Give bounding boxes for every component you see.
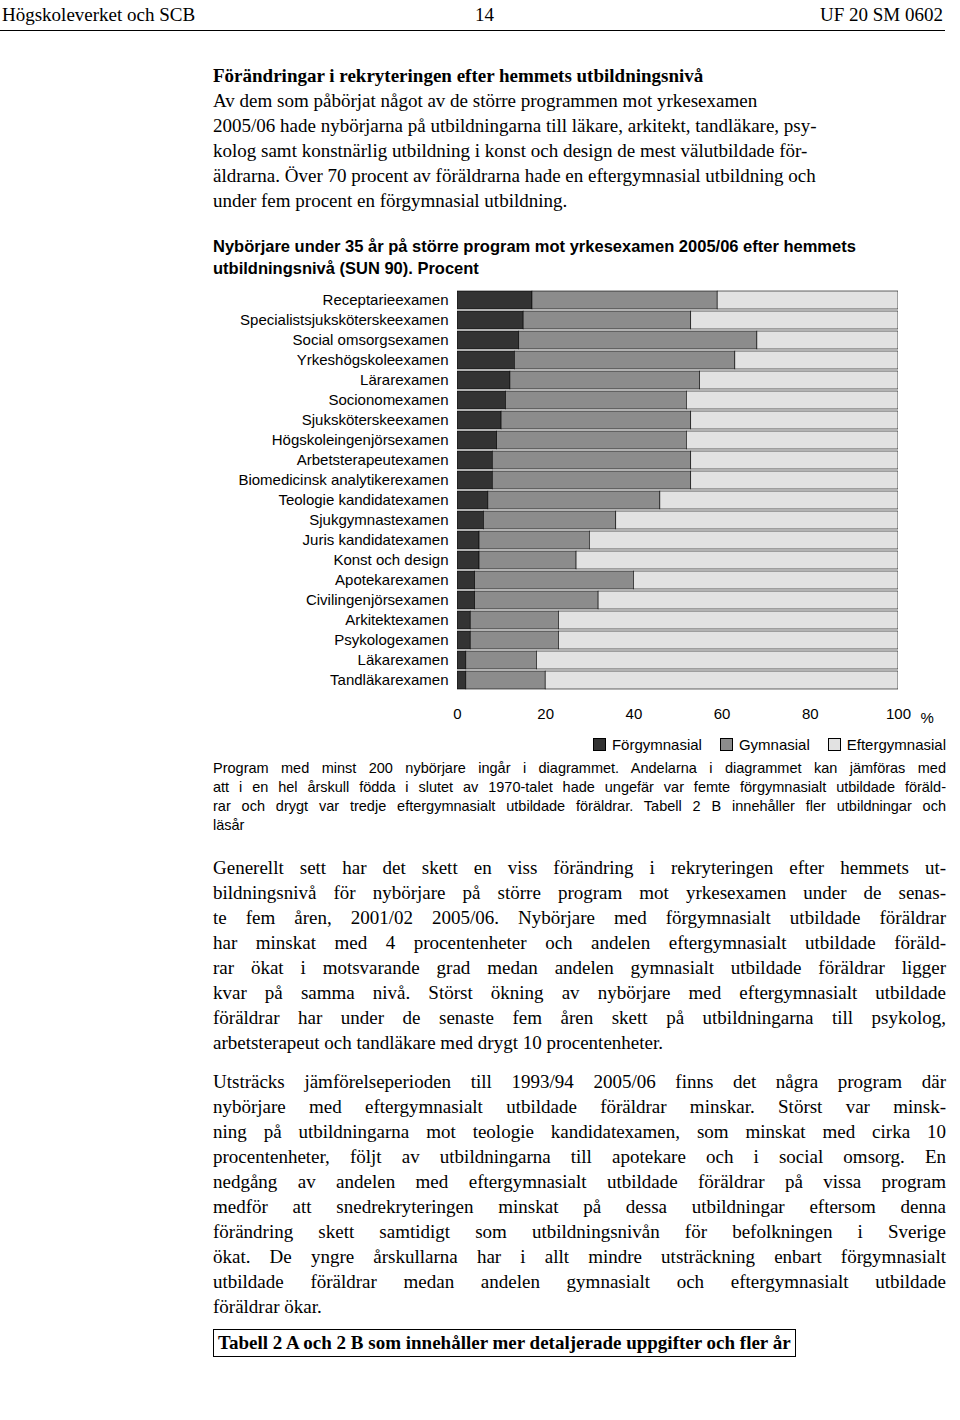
html-text:arbetsterapeut och tandläkare: arbetsterapeut och tandläkare med drygt … (213, 1032, 663, 1053)
svg-text:80: 80 (802, 705, 819, 722)
svg-text:Socionomexamen: Socionomexamen (328, 391, 448, 408)
svg-text:Receptarieexamen: Receptarieexamen (323, 291, 449, 308)
html-text:Gymnasial: Gymnasial (738, 736, 810, 753)
svg-text:Biomedicinsk analytikerexamen: Biomedicinsk analytikerexamen (238, 471, 448, 488)
html-text:förändring skett samtidigt som: förändring skett samtidigt som utbildnin… (213, 1221, 946, 1242)
html-text:kvar på samma nivå. Störst ökn: kvar på samma nivå. Störst ökning av nyb… (213, 982, 946, 1003)
html-text:Förgymnasial: Förgymnasial (611, 736, 702, 753)
html-text:Av dem som påbörjat något av d: Av dem som påbörjat något av de större p… (213, 90, 758, 111)
html-text:utbildade föräldrar medan ande: utbildade föräldrar medan andelen gymnas… (213, 1271, 946, 1292)
svg-text:Apotekarexamen: Apotekarexamen (335, 571, 448, 588)
html-text:under fem procent en förgymnas: under fem procent en förgymnasial utbild… (213, 190, 568, 211)
html-text:föräldrar ökar.: föräldrar ökar. (213, 1296, 322, 1317)
html-text:Utsträcks jämförelseperioden t: Utsträcks jämförelseperioden till 1993/9… (213, 1071, 946, 1092)
html-text:te fem åren, 2001/02 2005/06.: te fem åren, 2001/02 2005/06. Nybörjare … (213, 907, 946, 928)
svg-text:%: % (921, 709, 934, 726)
html-text:Program med minst 200 nybörjar: Program med minst 200 nybörjare ingår i … (213, 760, 946, 776)
html-text:Förändringar i rekryteringen e: Förändringar i rekryteringen efter hemme… (213, 65, 704, 86)
svg-text:Psykologexamen: Psykologexamen (334, 631, 448, 648)
svg-text:0: 0 (453, 705, 461, 722)
html-text:kolog samt konstnärlig utbildn: kolog samt konstnärlig utbildning i kons… (213, 140, 808, 161)
html-text:medför att snedrekryteringen m: medför att snedrekryteringen minskat på … (213, 1196, 946, 1217)
html-text:Högskoleverket och SCB: Högskoleverket och SCB (2, 4, 196, 25)
svg-text:Arkitektexamen: Arkitektexamen (345, 611, 448, 628)
svg-text:Sjukgymnastexamen: Sjukgymnastexamen (309, 511, 448, 528)
html-text:nedgång av andelen med eftergy: nedgång av andelen med eftergymnasialt u… (213, 1171, 946, 1192)
svg-text:60: 60 (714, 705, 731, 722)
html-text:rar ökat i motsvarande grad me: rar ökat i motsvarande grad medan andele… (213, 957, 946, 978)
svg-text:40: 40 (626, 705, 643, 722)
svg-text:Civilingenjörsexamen: Civilingenjörsexamen (306, 591, 449, 608)
svg-text:20: 20 (537, 705, 554, 722)
svg-text:Lärarexamen: Lärarexamen (360, 371, 448, 388)
html-text:nybörjare med eftergymnasialt: nybörjare med eftergymnasialt utbildade … (213, 1096, 946, 1117)
html-text:procentenheter, följt av utbil: procentenheter, följt av utbildningarna … (213, 1146, 946, 1167)
svg-text:100: 100 (886, 705, 911, 722)
svg-text:Juris kandidatexamen: Juris kandidatexamen (303, 531, 449, 548)
html-text:har minskat med 4 procentenhet: har minskat med 4 procentenheter och and… (213, 932, 946, 953)
svg-text:Konst och design: Konst och design (333, 551, 448, 568)
html-text:läsår: läsår (213, 817, 245, 833)
svg-text:Högskoleingenjörsexamen: Högskoleingenjörsexamen (272, 431, 449, 448)
svg-text:Läkarexamen: Läkarexamen (358, 651, 449, 668)
svg-text:Social omsorgsexamen: Social omsorgsexamen (293, 331, 449, 348)
html-text:rar och drygt var tredje efter: rar och drygt var tredje eftergymnasialt… (213, 798, 946, 814)
html-text:att i en hel årskull födda i s: att i en hel årskull födda i slutet av 1… (213, 779, 946, 795)
html-text:Generellt sett har det skett e: Generellt sett har det skett en viss för… (213, 857, 946, 878)
svg-text:Tandläkarexamen: Tandläkarexamen (330, 671, 448, 688)
svg-text:Yrkeshögskoleexamen: Yrkeshögskoleexamen (297, 351, 449, 368)
html-text:äldrarna. Över 70 procent av f: äldrarna. Över 70 procent av föräldrarna… (213, 165, 816, 186)
svg-text:Sjuksköterskeexamen: Sjuksköterskeexamen (302, 411, 449, 428)
html-text:UF 20 SM 0602: UF 20 SM 0602 (820, 4, 943, 25)
html-text:bildningsnivå för nybörjare på: bildningsnivå för nybörjare på större pr… (213, 882, 946, 903)
html-text:14: 14 (475, 4, 494, 25)
html-text:2005/06 hade nybörjarna på utb: 2005/06 hade nybörjarna på utbildningarn… (213, 115, 817, 136)
svg-text:Specialistsjuksköterskeexamen: Specialistsjuksköterskeexamen (240, 311, 448, 328)
svg-text:Teologie kandidatexamen: Teologie kandidatexamen (278, 491, 448, 508)
html-text:föräldrar har under de senaste: föräldrar har under de senaste fem åren … (213, 1007, 946, 1028)
html-text:ökat. De yngre årskullarna har: ökat. De yngre årskullarna har i allt mi… (213, 1246, 946, 1267)
html-text:Tabell 2 A och 2 B som innehål: Tabell 2 A och 2 B som innehåller mer de… (218, 1332, 791, 1353)
html-text:ning på utbildningarna mot teo: ning på utbildningarna mot teologie kand… (213, 1121, 946, 1142)
html-text:Nybörjare under 35 år på störr: Nybörjare under 35 år på större program … (213, 237, 856, 277)
html-text:Eftergymnasial: Eftergymnasial (846, 736, 946, 753)
svg-text:Arbetsterapeutexamen: Arbetsterapeutexamen (297, 451, 449, 468)
